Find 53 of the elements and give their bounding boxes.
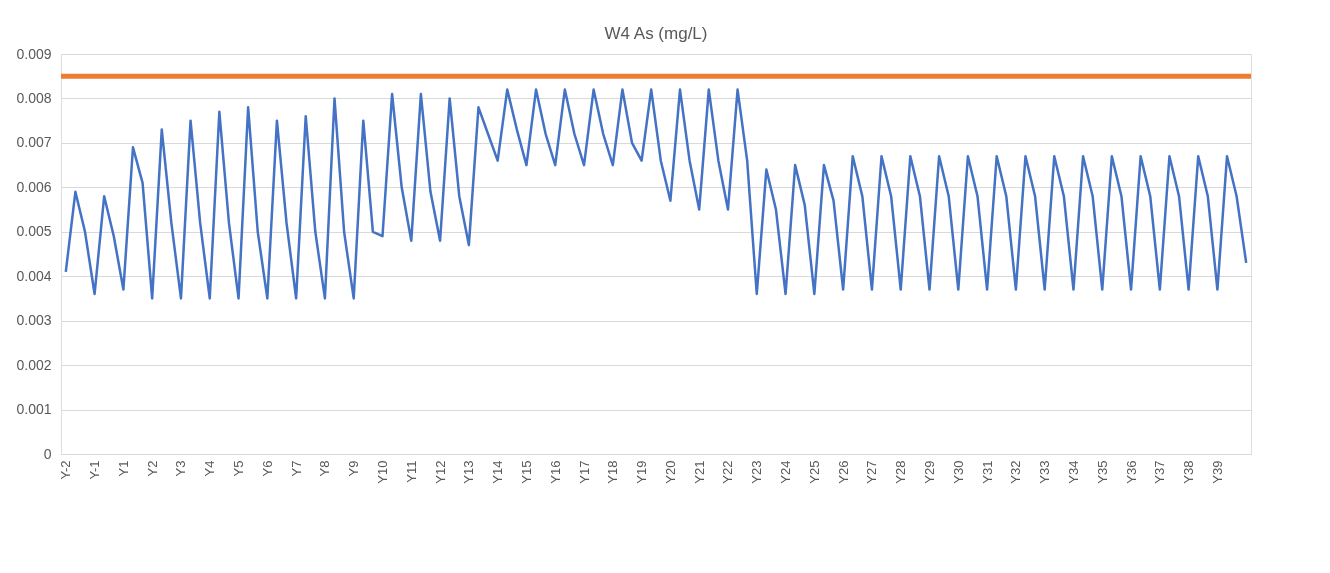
x-tick-label: Y18 [605,460,621,484]
x-tick-label: Y30 [950,460,966,484]
x-tick-label: Y36 [1123,460,1139,484]
y-tick-label: 0.007 [16,134,52,151]
x-tick-label: Y19 [634,460,650,484]
x-tick-label: Y24 [778,460,794,484]
x-tick-label: Y4 [202,460,218,477]
x-tick-label: Y32 [1008,460,1024,484]
line-series [64,88,1248,300]
x-tick-label: Y29 [922,460,938,484]
y-tick-label: 0.002 [16,356,52,373]
x-tick-label: Y11 [403,460,419,483]
y-tick-label: 0.008 [16,89,52,106]
x-tick-label: Y7 [288,460,304,477]
x-tick-label: Y22 [720,460,736,484]
y-tick-label: 0.001 [16,401,52,418]
x-tick-label: Y12 [432,460,448,484]
x-tick-label: Y6 [259,460,275,477]
x-tick-label: Y23 [749,460,765,484]
x-tick-label: Y10 [374,460,390,484]
y-tick-label: 0.006 [16,178,52,195]
x-tick-label: Y33 [1037,460,1053,484]
x-tick-label: Y38 [1181,460,1197,484]
x-tick-label: Y15 [518,460,534,484]
x-tick-label: Y28 [893,460,909,484]
x-tick-label: Y25 [806,460,822,484]
x-tick-label: Y8 [317,460,333,477]
x-tick-label: Y20 [662,460,678,484]
x-tick-label: Y27 [864,460,880,484]
x-tick-label: Y39 [1209,460,1225,484]
y-tick-label: 0.004 [16,267,52,284]
y-tick-label: 0 [43,445,52,462]
x-tick-label: Y13 [461,460,477,484]
chart-title: W4 As (mg/L) [604,24,708,43]
x-tick-label: Y2 [144,460,160,477]
x-tick-label: Y17 [576,460,592,484]
x-tick-label: Y37 [1152,460,1168,484]
x-tick-label: Y34 [1065,460,1081,484]
y-tick-label: 0.009 [16,45,52,62]
x-tick-label: Y16 [547,460,563,484]
x-tick-label: Y-1 [87,460,103,480]
x-tick-label: Y5 [231,460,247,477]
x-tick-label: Y3 [173,460,189,477]
x-tick-label: Y14 [490,460,506,484]
x-tick-label: Y1 [115,460,131,477]
x-tick-label: Y26 [835,460,851,484]
x-tick-label: Y31 [979,460,995,484]
x-tick-label: Y9 [346,460,362,477]
y-tick-label: 0.005 [16,223,52,240]
x-tick-label: Y35 [1094,460,1110,484]
x-tick-label: Y-2 [58,460,74,480]
y-tick-label: 0.003 [16,312,52,329]
x-tick-label: Y21 [691,460,707,484]
